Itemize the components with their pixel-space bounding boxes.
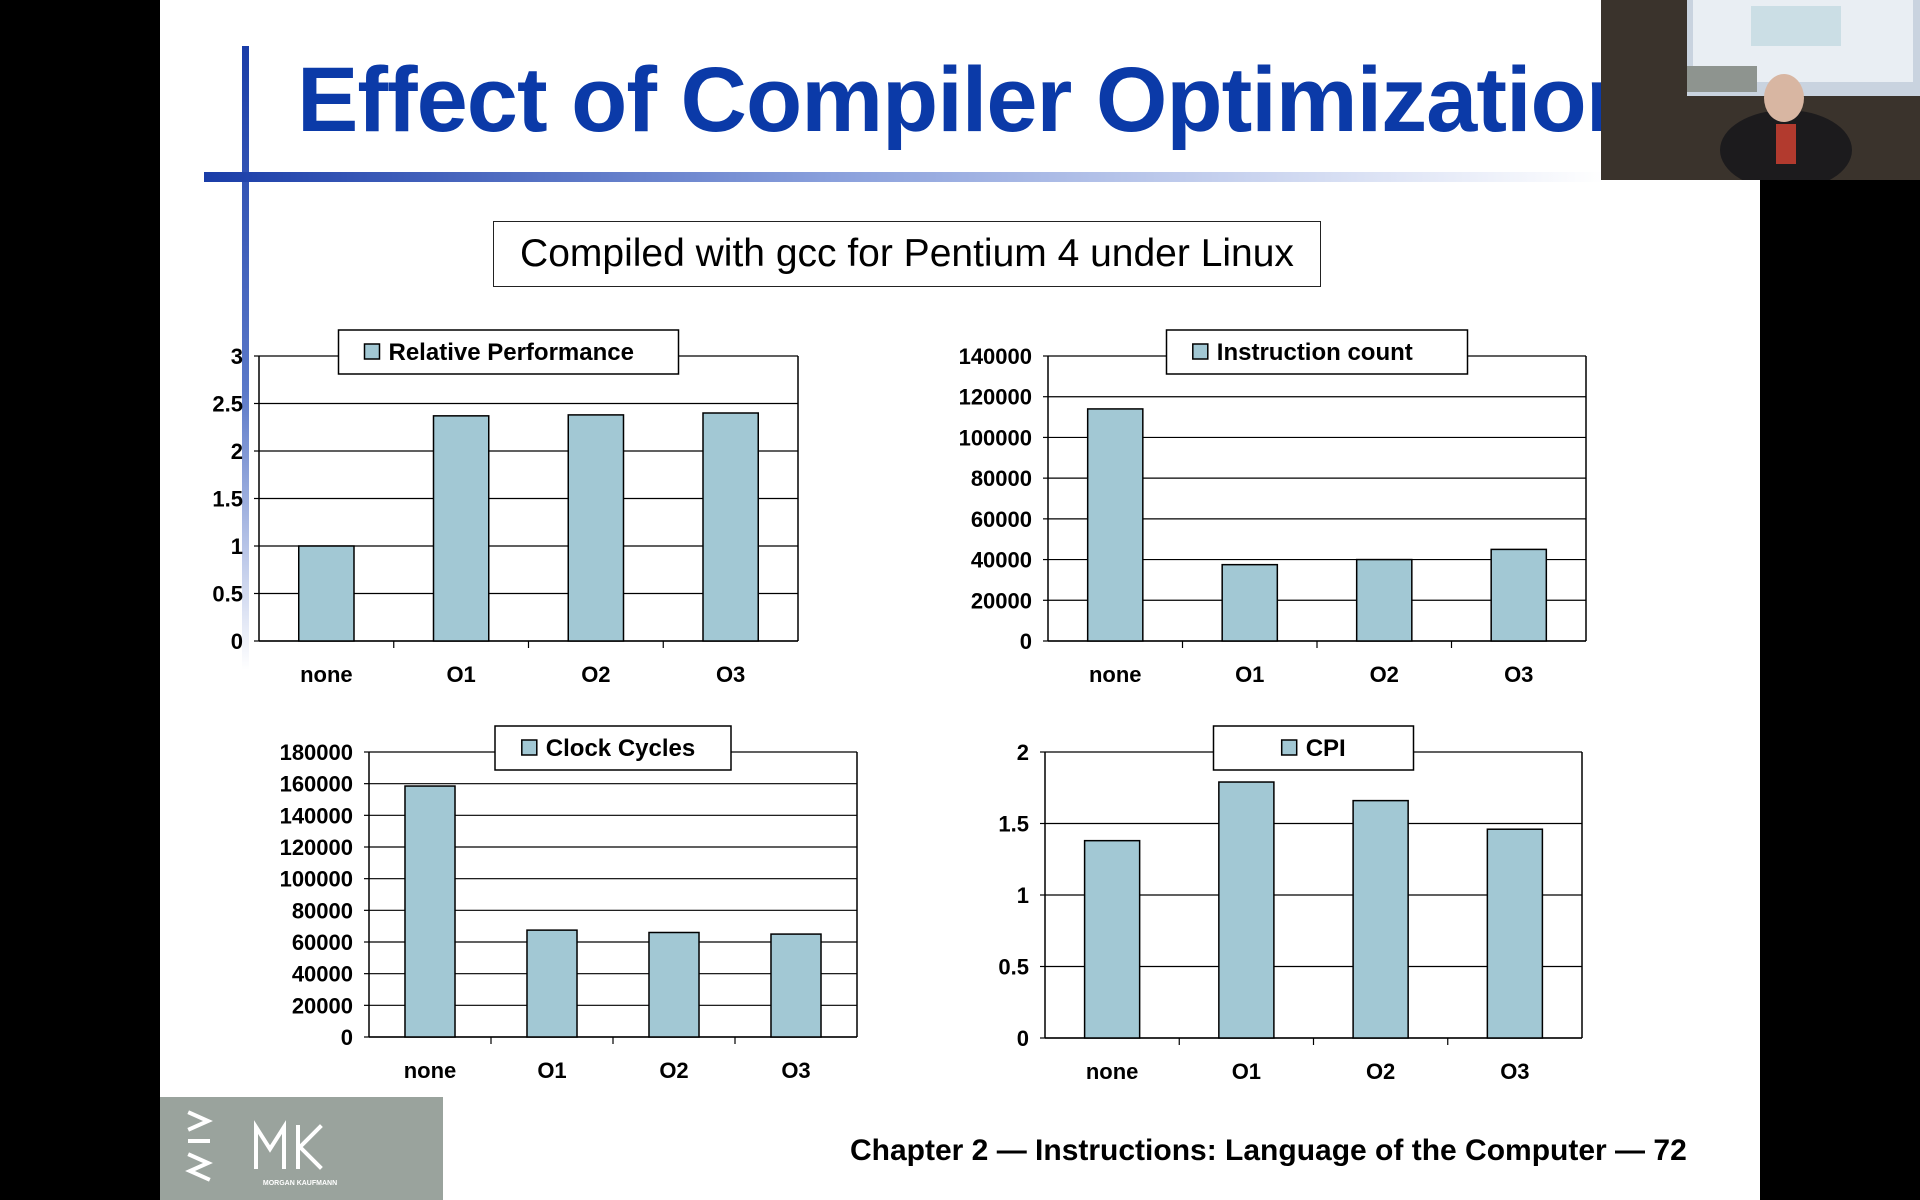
bar-O1 <box>432 415 490 642</box>
y-tick-label: 140000 <box>959 344 1032 369</box>
legend-swatch <box>1280 739 1298 756</box>
bar-O3 <box>770 933 822 1038</box>
x-tick-label: O3 <box>1500 1059 1529 1084</box>
y-tick-label: 2 <box>231 439 243 464</box>
bar-none <box>1083 839 1141 1039</box>
bar-none <box>1086 408 1144 642</box>
bar-O2 <box>648 931 700 1038</box>
y-tick-label: 80000 <box>971 466 1032 491</box>
y-tick-label: 0 <box>1020 629 1032 654</box>
x-tick-label: O2 <box>1370 662 1399 687</box>
bar-O3 <box>702 412 759 642</box>
x-tick-label: O3 <box>1504 662 1533 687</box>
bar-O1 <box>526 929 578 1038</box>
morgan-kaufmann-logo-icon: MORGAN KAUFMANN <box>185 1110 337 1187</box>
slide-subtitle: Compiled with gcc for Pentium 4 under Li… <box>520 232 1294 275</box>
cpi-chart: 0 0.5 1 1.5 2 none O1 O2 O3 CPI <box>998 725 1583 1084</box>
bar-none <box>404 785 456 1038</box>
publisher-logo: MORGAN KAUFMANN <box>160 1097 443 1200</box>
y-tick-label: 3 <box>231 344 243 369</box>
x-tick-label: O1 <box>1232 1059 1261 1084</box>
y-tick-label: 100000 <box>280 867 353 892</box>
slide: Effect of Compiler Optimization Compiled… <box>160 0 1760 1200</box>
y-tick-label: 160000 <box>280 772 353 797</box>
slide-title: Effect of Compiler Optimization <box>297 49 1642 151</box>
presenter-video-icon <box>1601 0 1920 180</box>
clock-cycles-chart: 0 20000 40000 60000 80000 100000 120000 140000 1… <box>280 725 858 1083</box>
bar-O2 <box>567 414 625 642</box>
x-tick-label: O3 <box>781 1058 810 1083</box>
y-tick-label: 2 <box>1017 740 1029 765</box>
y-tick-label: 1 <box>231 534 243 559</box>
y-tick-label: 20000 <box>292 993 353 1018</box>
y-tick-label: 0.5 <box>998 955 1029 980</box>
x-tick-label: O2 <box>581 662 610 687</box>
y-tick-label: 180000 <box>280 740 353 765</box>
x-tick-label: none <box>300 662 353 687</box>
bar-O1 <box>1221 563 1279 642</box>
bar-O2 <box>1352 799 1409 1039</box>
instruction-count-chart: 0 20000 40000 60000 80000 100000 120000 140000 n… <box>959 329 1587 687</box>
x-tick-label: none <box>1086 1059 1139 1084</box>
legend-label: Clock Cycles <box>546 735 695 762</box>
x-tick-label: O3 <box>716 662 745 687</box>
title-accent-vertical-bar <box>242 46 249 670</box>
y-tick-label: 60000 <box>292 930 353 955</box>
legend-box <box>337 329 680 375</box>
y-tick-label: 0 <box>341 1025 353 1050</box>
x-tick-label: none <box>404 1058 457 1083</box>
y-tick-label: 0.5 <box>212 582 243 607</box>
bar-O1 <box>1218 781 1275 1039</box>
y-tick-label: 0 <box>231 629 243 654</box>
logo-text: MORGAN KAUFMANN <box>263 1180 337 1187</box>
y-tick-label: 120000 <box>959 385 1032 410</box>
slide-subtitle-box: Compiled with gcc for Pentium 4 under Li… <box>493 221 1321 287</box>
legend-swatch <box>521 739 538 756</box>
presenter-webcam-feed <box>1601 0 1920 180</box>
y-tick-label: 120000 <box>280 835 353 860</box>
x-tick-label: O2 <box>1366 1059 1395 1084</box>
legend-swatch <box>1192 343 1209 360</box>
x-tick-label: O1 <box>1235 662 1264 687</box>
y-tick-label: 20000 <box>971 588 1032 613</box>
y-tick-label: 140000 <box>280 803 353 828</box>
legend-swatch <box>363 343 381 360</box>
y-tick-label: 40000 <box>292 962 353 987</box>
y-tick-label: 60000 <box>971 507 1032 532</box>
bar-O3 <box>1486 828 1544 1039</box>
y-tick-label: 40000 <box>971 548 1032 573</box>
x-tick-label: O1 <box>537 1058 566 1083</box>
legend-box <box>1165 329 1469 375</box>
y-tick-label: 80000 <box>292 898 353 923</box>
y-tick-label: 1.5 <box>212 487 243 512</box>
legend-box <box>1212 725 1415 771</box>
bar-O2 <box>1355 558 1413 642</box>
x-tick-label: O2 <box>659 1058 688 1083</box>
y-tick-label: 0 <box>1017 1026 1029 1051</box>
bar-none <box>298 545 355 642</box>
slide-footer: Chapter 2 — Instructions: Language of th… <box>850 1134 1687 1167</box>
x-tick-label: O1 <box>446 662 475 687</box>
legend-label: Instruction count <box>1217 339 1413 366</box>
y-tick-label: 1.5 <box>998 812 1029 837</box>
legend-label: CPI <box>1306 735 1346 762</box>
bar-O3 <box>1490 548 1548 642</box>
legend-label: Relative Performance <box>389 339 634 366</box>
relative-performance-chart: 0 0.5 1 1.5 2 2.5 3 none O1 O2 O3 Relative Performa… <box>212 329 799 687</box>
y-tick-label: 1 <box>1017 883 1029 908</box>
y-tick-label: 2.5 <box>212 392 243 417</box>
y-tick-label: 100000 <box>959 425 1032 450</box>
title-underline-bar <box>204 172 1604 182</box>
x-tick-label: none <box>1089 662 1142 687</box>
